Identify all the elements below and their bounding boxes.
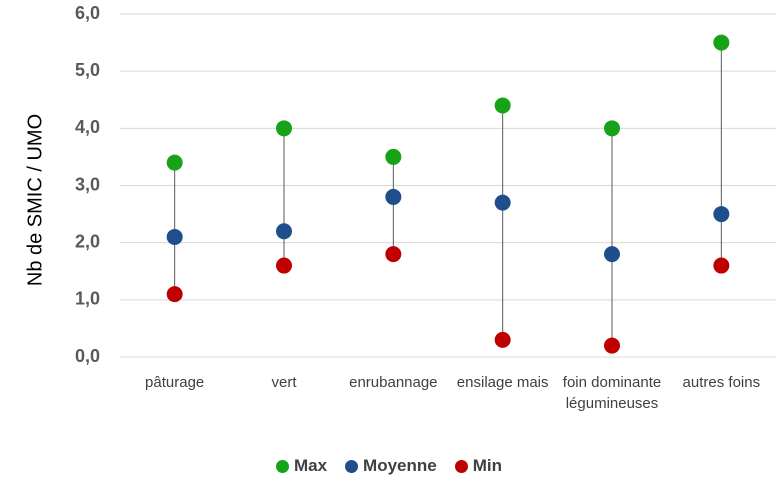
dot bbox=[494, 194, 511, 211]
x-tick-label: foin dominante légumineuses bbox=[562, 374, 662, 412]
dot bbox=[604, 120, 620, 137]
dot bbox=[385, 188, 402, 205]
legend-label: Min bbox=[472, 456, 503, 475]
dot bbox=[276, 120, 292, 137]
dot bbox=[604, 337, 620, 354]
dot bbox=[604, 246, 620, 263]
dot bbox=[385, 246, 402, 263]
x-tick-label: pâturage bbox=[145, 374, 205, 391]
y-tick-label: 2,0 bbox=[75, 231, 100, 251]
y-tick-label: 4,0 bbox=[75, 117, 100, 137]
x-tick-label: vert bbox=[271, 374, 297, 391]
dot bbox=[166, 286, 183, 303]
legend-item: Max bbox=[275, 456, 328, 476]
dot bbox=[494, 97, 511, 114]
dot bbox=[713, 206, 730, 223]
dot bbox=[494, 331, 511, 348]
dot bbox=[713, 34, 730, 51]
y-tick-label: 1,0 bbox=[75, 289, 100, 309]
y-tick-label: 6,0 bbox=[75, 3, 100, 23]
dot bbox=[276, 257, 292, 274]
legend-label: Moyenne bbox=[363, 456, 437, 475]
dot bbox=[713, 257, 730, 274]
legend-swatch bbox=[275, 459, 289, 473]
x-tick-label: autres foins bbox=[682, 374, 761, 391]
legend-item: Moyenne bbox=[345, 456, 437, 476]
legend-label: Max bbox=[293, 456, 328, 475]
x-tick-label: enrubannage bbox=[349, 374, 438, 391]
legend-item: Min bbox=[454, 456, 503, 476]
legend-swatch bbox=[345, 459, 359, 473]
x-tick-label: ensilage mais bbox=[456, 374, 549, 391]
y-axis-label: Nb de SMIC / UMO bbox=[24, 114, 46, 286]
legend-swatch bbox=[454, 459, 468, 473]
y-tick-label: 0,0 bbox=[75, 346, 100, 366]
dot bbox=[166, 154, 183, 171]
y-tick-label: 3,0 bbox=[75, 174, 100, 194]
legend: Max Moyenne Min bbox=[0, 456, 778, 476]
dot bbox=[166, 228, 183, 245]
y-tick-label: 5,0 bbox=[75, 60, 100, 80]
dot bbox=[276, 223, 292, 240]
dot bbox=[385, 148, 402, 165]
